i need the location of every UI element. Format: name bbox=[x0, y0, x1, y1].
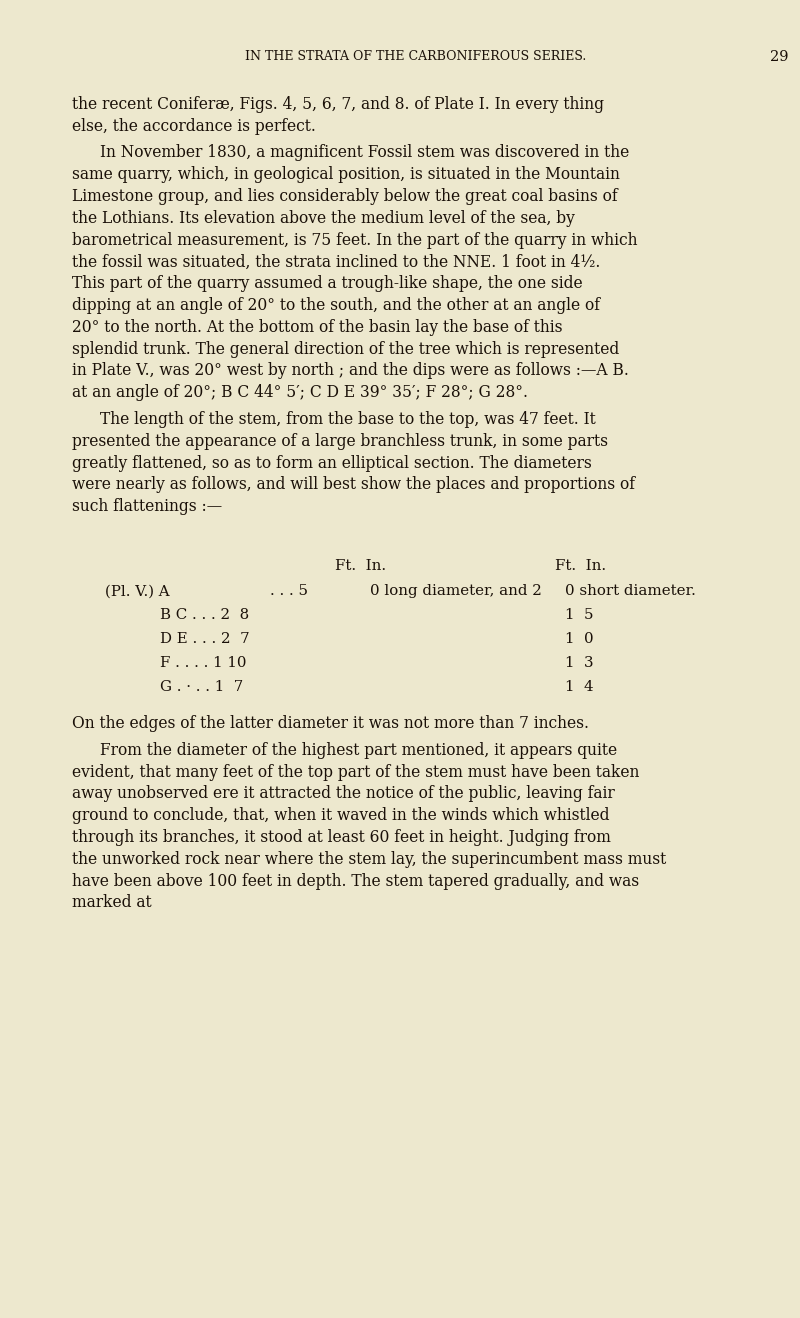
Text: same quarry, which, in geological position, is situated in the Mountain: same quarry, which, in geological positi… bbox=[72, 166, 620, 183]
Text: 0 long diameter, and 2: 0 long diameter, and 2 bbox=[370, 584, 542, 598]
Text: 1  5: 1 5 bbox=[565, 609, 594, 622]
Text: presented the appearance of a large branchless trunk, in some parts: presented the appearance of a large bran… bbox=[72, 432, 608, 449]
Text: (Pl. V.) A: (Pl. V.) A bbox=[105, 584, 170, 598]
Text: else, the accordance is perfect.: else, the accordance is perfect. bbox=[72, 117, 316, 134]
Text: . . . 5: . . . 5 bbox=[270, 584, 308, 598]
Text: splendid trunk. The general direction of the tree which is represented: splendid trunk. The general direction of… bbox=[72, 340, 619, 357]
Text: On the edges of the latter diameter it was not more than 7 inches.: On the edges of the latter diameter it w… bbox=[72, 716, 589, 731]
Text: the fossil was situated, the strata inclined to the NNE. 1 foot in 4½.: the fossil was situated, the strata incl… bbox=[72, 253, 600, 270]
Text: D E . . . 2  7: D E . . . 2 7 bbox=[160, 633, 250, 646]
Text: 1  4: 1 4 bbox=[565, 680, 594, 695]
Text: dipping at an angle of 20° to the south, and the other at an angle of: dipping at an angle of 20° to the south,… bbox=[72, 297, 600, 314]
Text: at an angle of 20°; B C 44° 5′; C D E 39° 35′; F 28°; G 28°.: at an angle of 20°; B C 44° 5′; C D E 39… bbox=[72, 384, 528, 401]
Text: B C . . . 2  8: B C . . . 2 8 bbox=[160, 609, 250, 622]
Text: 20° to the north. At the bottom of the basin lay the base of this: 20° to the north. At the bottom of the b… bbox=[72, 319, 562, 336]
Text: The length of the stem, from the base to the top, was 47 feet. It: The length of the stem, from the base to… bbox=[100, 411, 596, 428]
Text: in Plate V., was 20° west by north ; and the dips were as follows :—A B.: in Plate V., was 20° west by north ; and… bbox=[72, 362, 629, 380]
Text: In November 1830, a magnificent Fossil stem was discovered in the: In November 1830, a magnificent Fossil s… bbox=[100, 145, 630, 161]
Text: G . · . . 1  7: G . · . . 1 7 bbox=[160, 680, 243, 695]
Text: the recent Coniferæ, Figs. 4, 5, 6, 7, and 8. of Plate I. In every thing: the recent Coniferæ, Figs. 4, 5, 6, 7, a… bbox=[72, 96, 604, 113]
Text: the unworked rock near where the stem lay, the superincumbent mass must: the unworked rock near where the stem la… bbox=[72, 851, 666, 867]
Text: away unobserved ere it attracted the notice of the public, leaving fair: away unobserved ere it attracted the not… bbox=[72, 786, 614, 803]
Text: greatly flattened, so as to form an elliptical section. The diameters: greatly flattened, so as to form an elli… bbox=[72, 455, 592, 472]
Text: marked at: marked at bbox=[72, 895, 152, 912]
Text: were nearly as follows, and will best show the places and proportions of: were nearly as follows, and will best sh… bbox=[72, 476, 635, 493]
Text: From the diameter of the highest part mentioned, it appears quite: From the diameter of the highest part me… bbox=[100, 742, 617, 759]
Text: Limestone group, and lies considerably below the great coal basins of: Limestone group, and lies considerably b… bbox=[72, 188, 618, 206]
Text: Ft.  In.: Ft. In. bbox=[335, 559, 386, 573]
Text: 1  0: 1 0 bbox=[565, 633, 594, 646]
Text: 1  3: 1 3 bbox=[565, 656, 594, 671]
Text: 0 short diameter.: 0 short diameter. bbox=[565, 584, 696, 598]
Text: 29: 29 bbox=[770, 50, 789, 65]
Text: Ft.  In.: Ft. In. bbox=[555, 559, 606, 573]
Text: barometrical measurement, is 75 feet. In the part of the quarry in which: barometrical measurement, is 75 feet. In… bbox=[72, 232, 638, 249]
Text: F . . . . 1 10: F . . . . 1 10 bbox=[160, 656, 246, 671]
Text: IN THE STRATA OF THE CARBONIFEROUS SERIES.: IN THE STRATA OF THE CARBONIFEROUS SERIE… bbox=[246, 50, 586, 63]
Text: the Lothians. Its elevation above the medium level of the sea, by: the Lothians. Its elevation above the me… bbox=[72, 210, 575, 227]
Text: such flattenings :—: such flattenings :— bbox=[72, 498, 222, 515]
Text: ground to conclude, that, when it waved in the winds which whistled: ground to conclude, that, when it waved … bbox=[72, 808, 610, 824]
Text: have been above 100 feet in depth. The stem tapered gradually, and was: have been above 100 feet in depth. The s… bbox=[72, 873, 639, 890]
Text: This part of the quarry assumed a trough-like shape, the one side: This part of the quarry assumed a trough… bbox=[72, 275, 582, 293]
Text: evident, that many feet of the top part of the stem must have been taken: evident, that many feet of the top part … bbox=[72, 763, 639, 780]
Text: through its branches, it stood at least 60 feet in height. Judging from: through its branches, it stood at least … bbox=[72, 829, 611, 846]
